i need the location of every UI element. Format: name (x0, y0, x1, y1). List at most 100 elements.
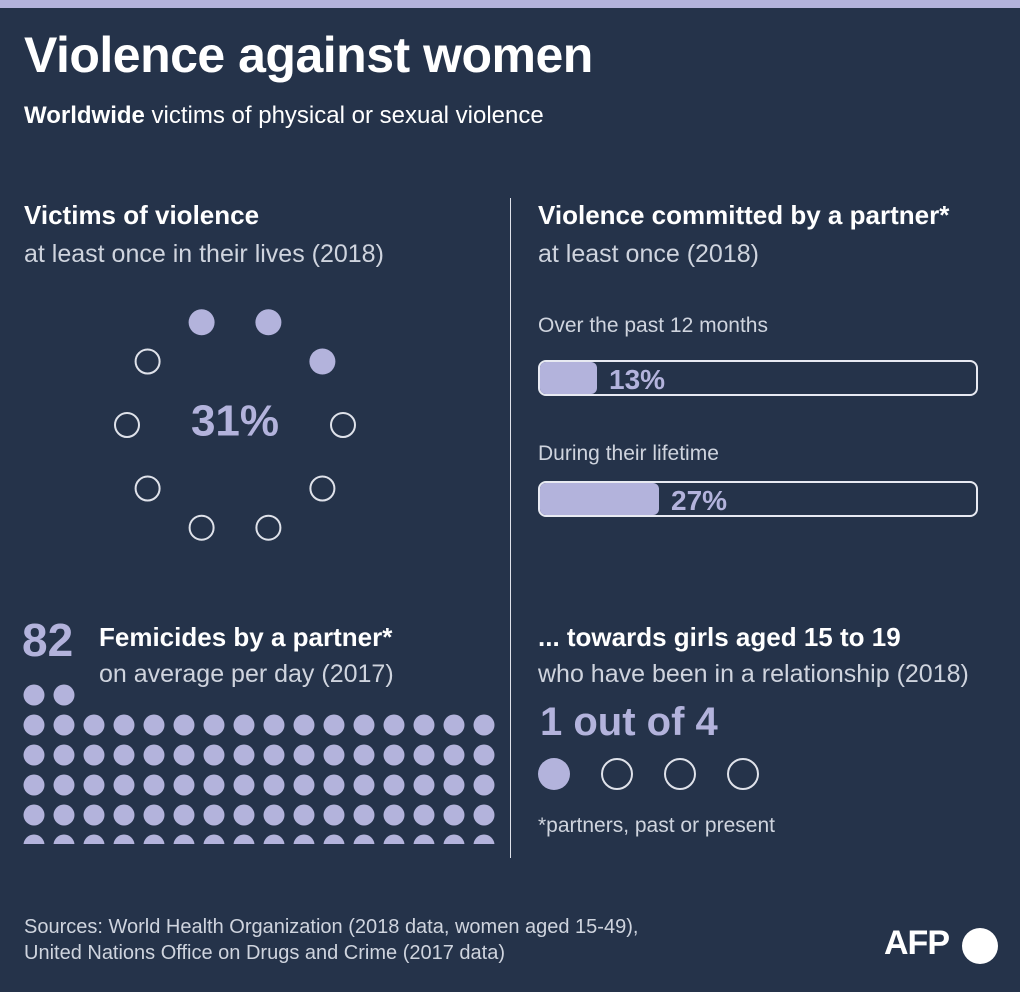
femicide-dot (413, 804, 435, 826)
girl-dot-empty (601, 758, 633, 790)
femicide-dot (53, 714, 75, 736)
femicide-dot (143, 804, 165, 826)
femicide-dot (113, 714, 135, 736)
femicide-dot (233, 744, 255, 766)
femicide-dot (383, 834, 405, 844)
femicide-dot (263, 744, 285, 766)
sources-line-2: United Nations Office on Drugs and Crime… (24, 942, 505, 964)
femicide-dot (383, 744, 405, 766)
femicide-dot (323, 714, 345, 736)
sources-line-1: Sources: World Health Organization (2018… (24, 916, 639, 938)
femicide-dot (173, 834, 195, 844)
femicide-dot (473, 774, 495, 796)
bar-fill-lifetime (540, 483, 659, 515)
girl-dot-filled (538, 758, 570, 790)
femicide-dot (323, 834, 345, 844)
femicide-dot (443, 744, 465, 766)
femicide-dot (113, 774, 135, 796)
victims-percentage: 31% (191, 397, 279, 446)
femicide-dot (293, 744, 315, 766)
bar-track-lifetime: 27% (538, 481, 978, 517)
femicide-dot (83, 714, 105, 736)
femicide-dot (83, 774, 105, 796)
femicide-dot (83, 804, 105, 826)
femicide-dot (173, 744, 195, 766)
sources: Sources: World Health Organization (2018… (24, 914, 638, 966)
femicide-dot (53, 834, 75, 844)
femicide-dot (443, 774, 465, 796)
femicide-dot (23, 774, 45, 796)
top-accent-strip (0, 0, 1020, 8)
femicide-dot (473, 744, 495, 766)
femicide-dot (83, 744, 105, 766)
femicide-dot (473, 804, 495, 826)
femicide-dot (413, 774, 435, 796)
non-victim-dot (255, 514, 282, 541)
bar-label-12-months: Over the past 12 months (538, 314, 768, 337)
femicide-dot (23, 684, 45, 706)
femicide-dot (263, 774, 285, 796)
femicide-dot (233, 834, 255, 844)
femicide-dot (263, 834, 285, 844)
femicide-dot (233, 804, 255, 826)
femicide-dot (173, 774, 195, 796)
femicides-number: 82 (22, 614, 74, 666)
femicide-dot (413, 834, 435, 844)
femicide-dot (113, 744, 135, 766)
girls-subheading: who have been in a relationship (2018) (538, 660, 969, 688)
partner-subheading: at least once (2018) (538, 240, 759, 268)
femicide-dot (23, 804, 45, 826)
girls-ratio: 1 out of 4 (540, 700, 718, 744)
femicide-dot (323, 744, 345, 766)
femicide-dot (53, 684, 75, 706)
femicide-dot (203, 774, 225, 796)
bar-value-12-months: 13% (609, 364, 666, 395)
subtitle-bold: Worldwide (24, 102, 145, 129)
femicide-dot (203, 744, 225, 766)
femicide-dot (353, 804, 375, 826)
femicide-dot (203, 834, 225, 844)
girls-heading: ... towards girls aged 15 to 19 (538, 622, 901, 652)
victims-dot-ring: 31% (114, 309, 356, 541)
femicide-dot (53, 744, 75, 766)
femicide-dot (233, 774, 255, 796)
femicide-dot (143, 834, 165, 844)
femicide-dot (353, 834, 375, 844)
femicide-dot (473, 834, 495, 844)
femicide-dot (443, 804, 465, 826)
femicide-dot (53, 774, 75, 796)
femicide-dot (353, 744, 375, 766)
femicide-dot (353, 774, 375, 796)
femicide-dot (293, 774, 315, 796)
femicide-dot (383, 804, 405, 826)
femicide-dot (143, 774, 165, 796)
bar-fill-12-months (540, 362, 597, 394)
femicide-dot (173, 714, 195, 736)
femicide-dot (113, 804, 135, 826)
non-victim-dot (309, 475, 336, 502)
femicide-dot (263, 804, 285, 826)
femicide-dot (23, 714, 45, 736)
non-victim-dot (134, 348, 161, 375)
femicide-dot (143, 714, 165, 736)
femicide-dot (293, 714, 315, 736)
bar-track-12-months: 13% (538, 360, 978, 396)
femicide-dot (203, 714, 225, 736)
femicides-dot-grid (23, 684, 495, 844)
victims-subheading: at least once in their lives (2018) (24, 240, 384, 268)
femicide-dot (413, 744, 435, 766)
femicide-dot (443, 834, 465, 844)
page-title: Violence against women (24, 27, 593, 83)
non-victim-dot (134, 475, 161, 502)
girls-dot-row (538, 758, 759, 790)
femicide-dot (233, 714, 255, 736)
page-subtitle: Worldwide victims of physical or sexual … (24, 102, 544, 130)
afp-logo-circle (962, 928, 998, 964)
femicide-dot (113, 834, 135, 844)
femicide-dot (83, 834, 105, 844)
femicide-dot (383, 714, 405, 736)
femicide-dot (173, 804, 195, 826)
non-victim-dot (188, 514, 215, 541)
subtitle-rest: victims of physical or sexual violence (144, 102, 544, 129)
femicide-dot (263, 714, 285, 736)
